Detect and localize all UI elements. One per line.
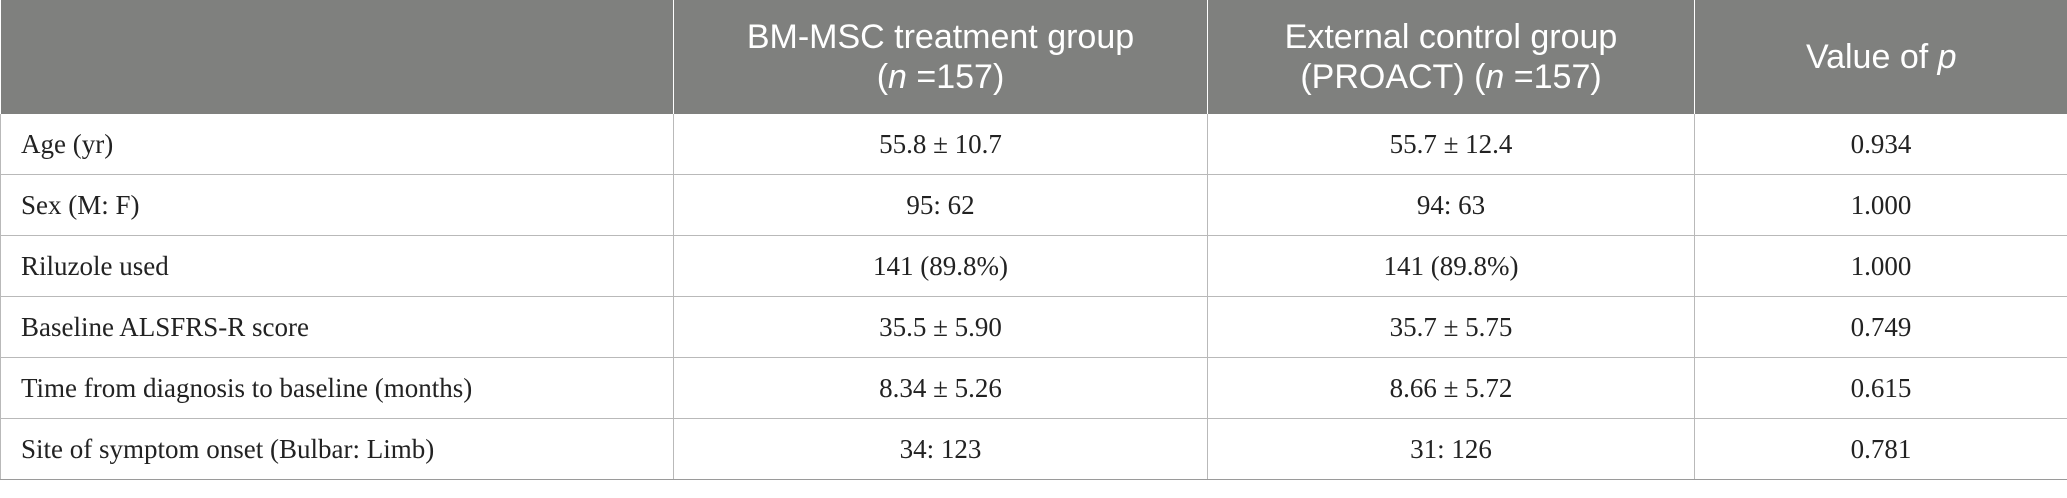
header-treatment-line1: BM-MSC treatment group — [746, 18, 1135, 56]
table-row: Baseline ALSFRS-R score 35.5 ± 5.90 35.7… — [0, 296, 2067, 358]
table-row: Age (yr) 55.8 ± 10.7 55.7 ± 12.4 0.934 — [0, 114, 2067, 175]
control-value: 94: 63 — [1207, 174, 1695, 236]
header-treatment-count: =157) — [906, 58, 1005, 96]
table-row: Sex (M: F) 95: 62 94: 63 1.000 — [0, 174, 2067, 236]
control-value: 141 (89.8%) — [1207, 235, 1695, 297]
row-label: Baseline ALSFRS-R score — [0, 296, 674, 358]
header-pvalue-p: p — [1937, 38, 1957, 76]
table-body: Age (yr) 55.8 ± 10.7 55.7 ± 12.4 0.934 S… — [0, 114, 2067, 480]
table-row: Riluzole used 141 (89.8%) 141 (89.8%) 1.… — [0, 235, 2067, 297]
table-row: Time from diagnosis to baseline (months)… — [0, 357, 2067, 419]
control-value: 31: 126 — [1207, 418, 1695, 480]
header-treatment-line2: (n =157) — [690, 57, 1191, 97]
header-pvalue-prefix: Value of — [1805, 38, 1938, 76]
header-treatment-n: n — [888, 58, 907, 96]
p-value: 0.615 — [1694, 357, 2067, 419]
treatment-value: 35.5 ± 5.90 — [673, 296, 1208, 358]
treatment-value: 95: 62 — [673, 174, 1208, 236]
p-value: 0.749 — [1694, 296, 2067, 358]
p-value: 1.000 — [1694, 235, 2067, 297]
row-label: Age (yr) — [0, 114, 674, 175]
row-label: Site of symptom onset (Bulbar: Limb) — [0, 418, 674, 480]
header-control-proact: (PROACT) ( — [1300, 58, 1486, 96]
header-control-n: n — [1485, 58, 1505, 96]
header-cell-empty — [0, 0, 674, 114]
header-control-line2: (PROACT) (n =157) — [1224, 57, 1678, 97]
table-header: BM-MSC treatment group (n =157) External… — [0, 0, 2067, 114]
control-value: 8.66 ± 5.72 — [1207, 357, 1695, 419]
control-value: 35.7 ± 5.75 — [1207, 296, 1695, 358]
header-cell-treatment: BM-MSC treatment group (n =157) — [673, 0, 1208, 114]
header-treatment-paren: ( — [876, 58, 889, 96]
treatment-value: 141 (89.8%) — [673, 235, 1208, 297]
baseline-characteristics-table-wrapper: BM-MSC treatment group (n =157) External… — [0, 0, 2067, 480]
treatment-value: 8.34 ± 5.26 — [673, 357, 1208, 419]
header-cell-pvalue: Value of p — [1694, 0, 2067, 114]
row-label: Time from diagnosis to baseline (months) — [0, 357, 674, 419]
header-control-line1: External control group — [1284, 18, 1618, 56]
header-control-count: =157) — [1504, 58, 1602, 96]
control-value: 55.7 ± 12.4 — [1207, 114, 1695, 175]
row-label: Sex (M: F) — [0, 174, 674, 236]
baseline-characteristics-table: BM-MSC treatment group (n =157) External… — [0, 0, 2067, 480]
table-row: Site of symptom onset (Bulbar: Limb) 34:… — [0, 418, 2067, 480]
row-label: Riluzole used — [0, 235, 674, 297]
header-cell-control: External control group (PROACT) (n =157) — [1207, 0, 1695, 114]
header-row: BM-MSC treatment group (n =157) External… — [0, 0, 2067, 114]
p-value: 0.781 — [1694, 418, 2067, 480]
treatment-value: 55.8 ± 10.7 — [673, 114, 1208, 175]
p-value: 0.934 — [1694, 114, 2067, 175]
p-value: 1.000 — [1694, 174, 2067, 236]
treatment-value: 34: 123 — [673, 418, 1208, 480]
